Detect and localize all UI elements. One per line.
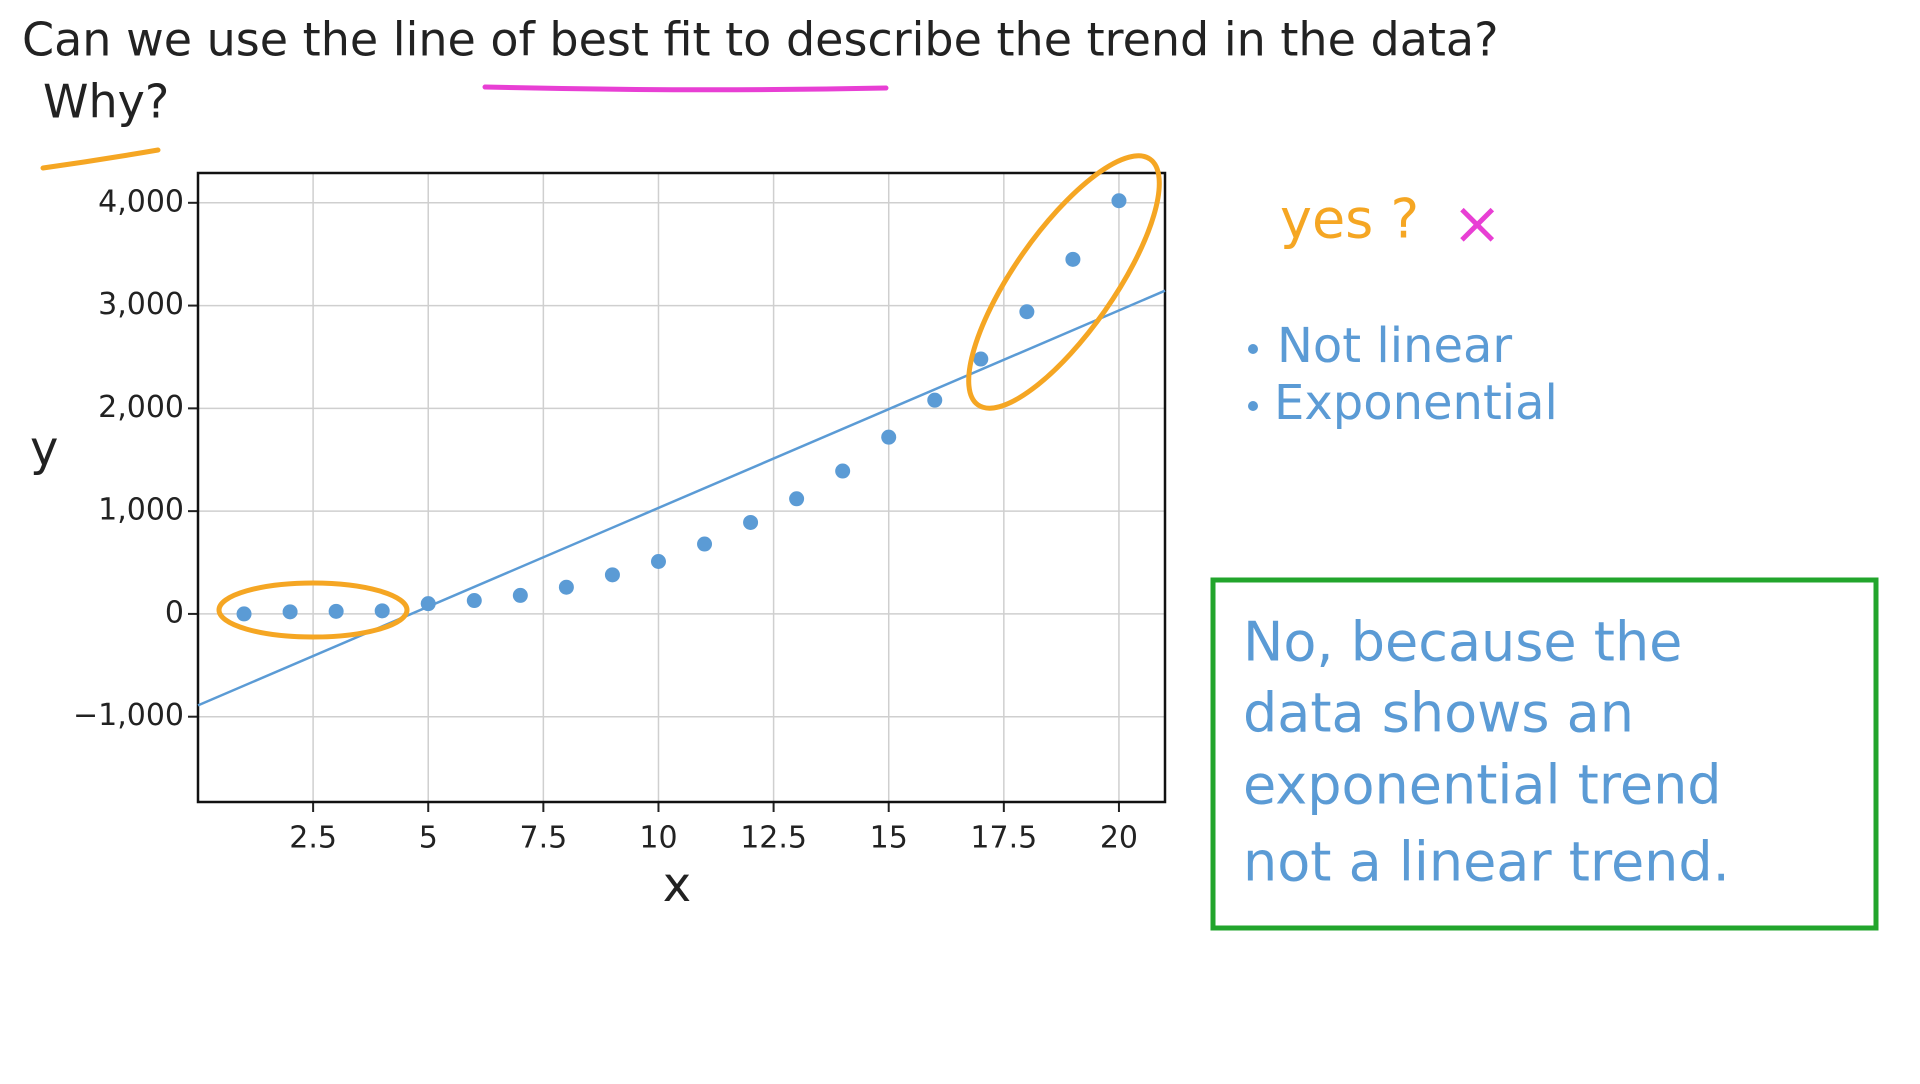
x-tick-label: 20 <box>1100 821 1138 856</box>
fit-line <box>197 289 1166 707</box>
point <box>420 596 436 612</box>
note: yes ? <box>1280 188 1419 251</box>
point <box>697 536 713 552</box>
highlight <box>216 580 410 640</box>
y-tick-label: 2,000 <box>98 390 184 425</box>
note: Exponential <box>1274 375 1558 431</box>
x-tick-label: 12.5 <box>740 821 807 856</box>
underline <box>40 147 161 171</box>
subtitle: Why? <box>43 75 169 129</box>
point <box>604 567 620 583</box>
point <box>328 603 344 619</box>
point <box>1065 251 1081 267</box>
plot-frame <box>196 171 1167 804</box>
x-tick-label: 10 <box>639 821 677 856</box>
x-axis-label: x <box>663 857 691 913</box>
answer: data shows an <box>1243 682 1634 745</box>
point <box>1111 193 1127 209</box>
point <box>743 514 759 530</box>
y-tick-label: −1,000 <box>73 698 184 733</box>
x-tick-label: 7.5 <box>519 821 567 856</box>
point <box>835 463 851 479</box>
y-tick-label: 0 <box>165 595 184 630</box>
x-tick-label: 17.5 <box>970 821 1037 856</box>
title: Can we use the line of best fit to descr… <box>22 13 1499 67</box>
point <box>236 606 252 622</box>
point <box>558 579 574 595</box>
y-tick-label: 1,000 <box>98 493 184 528</box>
x-tick-label: 15 <box>870 821 908 856</box>
point <box>789 491 805 507</box>
point <box>282 604 298 620</box>
x-tick-label: 5 <box>419 821 438 856</box>
bullet <box>1248 401 1258 411</box>
underline <box>482 84 889 93</box>
bullet <box>1248 344 1258 354</box>
point <box>650 554 666 569</box>
highlight <box>966 153 1162 411</box>
point <box>973 351 989 367</box>
y-axis-label: y <box>30 421 58 477</box>
answer-box <box>1210 577 1879 931</box>
note: Not linear <box>1277 318 1512 374</box>
x-tick-label: 2.5 <box>289 821 337 856</box>
point <box>1019 304 1035 320</box>
answer: exponential trend <box>1243 754 1722 817</box>
point <box>927 392 943 408</box>
point <box>466 593 482 609</box>
y-tick-label: 4,000 <box>98 184 184 219</box>
point <box>374 603 390 619</box>
answer: not a linear trend. <box>1243 831 1730 894</box>
note: × <box>1452 189 1502 259</box>
answer: No, because the <box>1243 611 1682 674</box>
point <box>881 429 897 445</box>
y-tick-label: 3,000 <box>98 287 184 322</box>
point <box>512 587 528 603</box>
plot: 2.5 5 7.5 10 12.5 15 17.5 20 −1,000 0 1,000 2,000 3,… <box>73 171 1167 856</box>
